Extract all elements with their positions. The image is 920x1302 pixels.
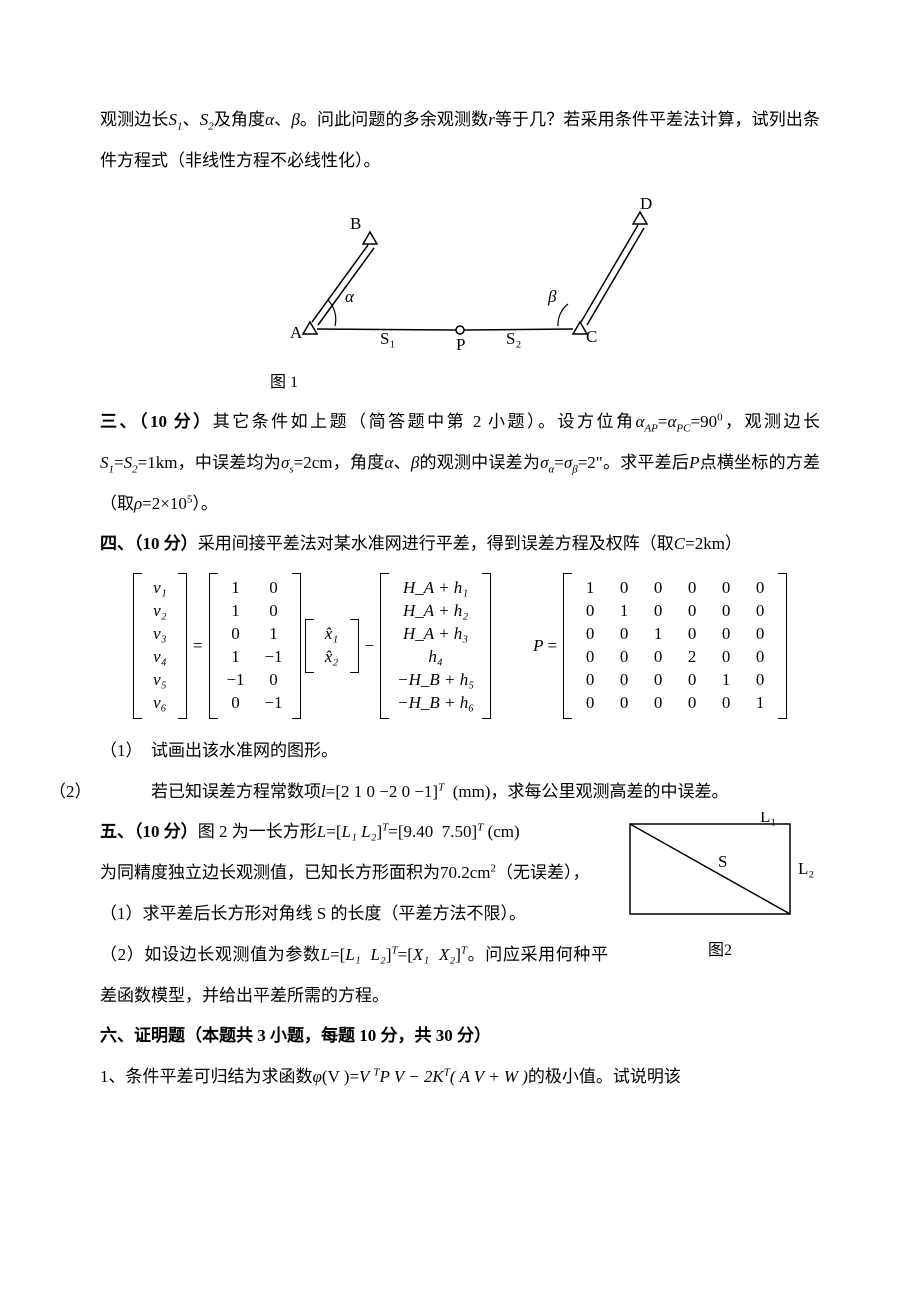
question-3: 三、（10 分）其它条件如上题（简答题中第 2 小题）。设方位角αAP=αPC=… — [100, 402, 820, 524]
intro-paragraph: 观测边长S1、S2及角度α、β。问此问题的多余观测数r等于几？若采用条件平差法计… — [100, 100, 820, 182]
figure-2-svg: L₁ L₂ S — [620, 812, 820, 932]
figure-2-caption: 图2 — [620, 932, 820, 970]
q3-heading: 三、（10 分） — [100, 412, 213, 431]
q4-sub2: （2）若已知误差方程常数项l=[2 1 0 −2 0 −1]T (mm)，求每公… — [100, 772, 820, 813]
sym-S1: S1 — [168, 110, 182, 129]
v-vector: v₁ v₂ v₃ v₄ v₅ v₆ — [133, 573, 187, 719]
q4-heading: 四、（10 分） — [100, 534, 198, 553]
svg-text:B: B — [350, 214, 361, 233]
figure-1-svg: B A P C D α β S₁ S₂ — [240, 192, 680, 362]
sym-S2: S2 — [200, 110, 214, 129]
svg-text:L₂: L₂ — [798, 859, 814, 878]
figure-1-caption: 图 1 — [270, 364, 820, 402]
q4-sub1: （1）试画出该水准网的图形。 — [100, 731, 820, 772]
svg-text:L₁: L₁ — [760, 812, 776, 826]
figure-2: L₁ L₂ S 图2 — [620, 812, 820, 970]
question-4-heading: 四、（10 分）采用间接平差法对某水准网进行平差，得到误差方程及权阵（取C=2k… — [100, 524, 820, 565]
a-matrix: 10 10 01 1−1 −10 0−1 — [209, 573, 301, 719]
svg-text:A: A — [290, 323, 303, 342]
figure-1: B A P C D α β S₁ S₂ 图 1 — [100, 192, 820, 402]
question-6-heading: 六、证明题（本题共 3 小题，每题 10 分，共 30 分） — [100, 1016, 820, 1057]
svg-text:D: D — [640, 194, 652, 213]
l-vector: H_A + h₁ H_A + h₂ H_A + h₃ h₄ −H_B + h₅ … — [380, 573, 491, 719]
text: 观测边长 — [100, 110, 168, 129]
svg-text:S₂: S₂ — [506, 329, 521, 348]
x-vector: x̂₁ x̂₂ — [305, 619, 359, 673]
svg-text:P: P — [456, 335, 465, 354]
p-label: P — [533, 626, 543, 667]
svg-text:S: S — [718, 852, 727, 871]
alpha-ap: αAP — [635, 412, 657, 431]
q4-matrix-equation: v₁ v₂ v₃ v₄ v₅ v₆ = 10 10 01 1−1 −10 0−1 — [100, 573, 820, 719]
svg-text:α: α — [345, 287, 355, 306]
svg-text:β: β — [547, 287, 557, 306]
svg-text:C: C — [586, 327, 597, 346]
svg-text:S₁: S₁ — [380, 329, 395, 348]
q6-sub1: 1、条件平差可归结为求函数φ(V )=V TP V − 2KT( A V + W… — [100, 1057, 820, 1098]
q5-heading: 五、（10 分） — [100, 822, 198, 841]
p-matrix: 100000 010000 001000 000200 000010 00000… — [563, 573, 787, 719]
alpha-pc: αPC — [667, 412, 690, 431]
